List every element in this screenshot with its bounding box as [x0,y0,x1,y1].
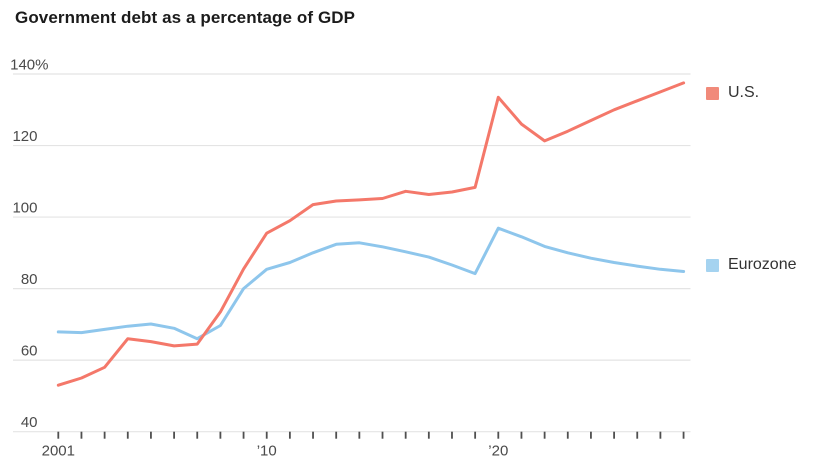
legend-item-us: U.S. [706,84,759,102]
x-axis-label: ’20 [488,443,508,460]
y-axis-label: 120 [12,128,37,145]
eurozone-line [56,226,686,341]
eurozone-legend-swatch [706,258,719,272]
y-axis-label: 100 [12,200,37,217]
y-axis-label: 40 [21,414,38,431]
x-axis-label: 2001 [42,443,75,460]
x-axis-label: ’10 [257,443,277,460]
chart-title: Government debt as a percentage of GDP [15,8,356,27]
eurozone-legend-label: Eurozone [728,256,797,273]
u-s-line [56,81,686,387]
y-axis-label: 140% [10,57,48,74]
y-axis-label: 60 [21,343,38,360]
legend-item-eurozone: Eurozone [706,256,797,274]
y-axis-label: 80 [21,271,38,288]
us-legend-label: U.S. [728,84,760,101]
us-legend-swatch [706,86,719,100]
